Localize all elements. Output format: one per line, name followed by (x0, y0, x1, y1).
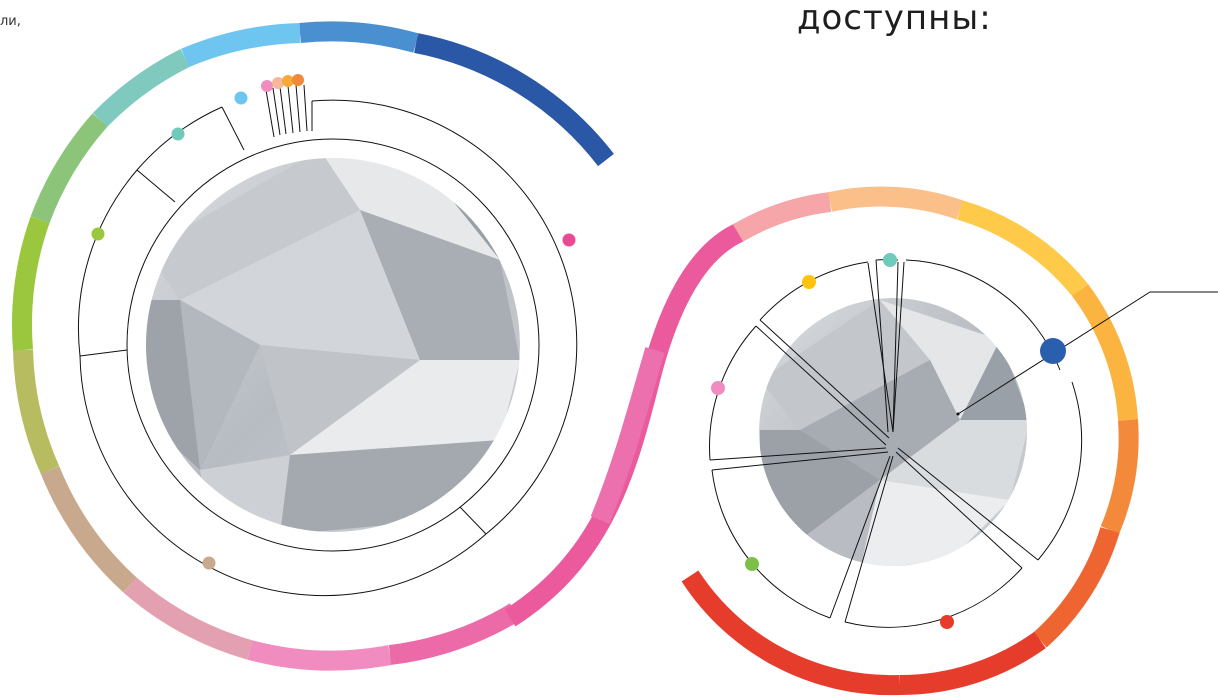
red-marker (940, 615, 954, 629)
right-diagram (709, 253, 1218, 629)
small-orange-marker (292, 74, 304, 86)
green-marker (91, 227, 105, 241)
corner-text-fragment: ли, (0, 14, 21, 29)
small-pink-marker (261, 80, 273, 92)
teal-marker (171, 127, 185, 141)
heading-text: доступны: (797, 0, 992, 38)
left-diagram (77, 74, 578, 597)
right-gem (759, 298, 1027, 566)
teal-marker-right (883, 253, 897, 267)
small-peach-marker (272, 77, 284, 89)
left-gradient-arc (12, 21, 614, 671)
small-yellow-marker (282, 75, 294, 87)
callout-line (957, 291, 1218, 415)
yellow-marker (802, 275, 816, 289)
tan-marker (202, 556, 216, 570)
sky-marker (234, 91, 248, 105)
green-marker-right (745, 557, 759, 571)
right-gradient-arc (681, 186, 1139, 696)
blue-large-marker (1040, 338, 1066, 364)
pink-marker-right (711, 381, 725, 395)
left-gem (146, 158, 520, 532)
pink-marker (562, 233, 576, 247)
